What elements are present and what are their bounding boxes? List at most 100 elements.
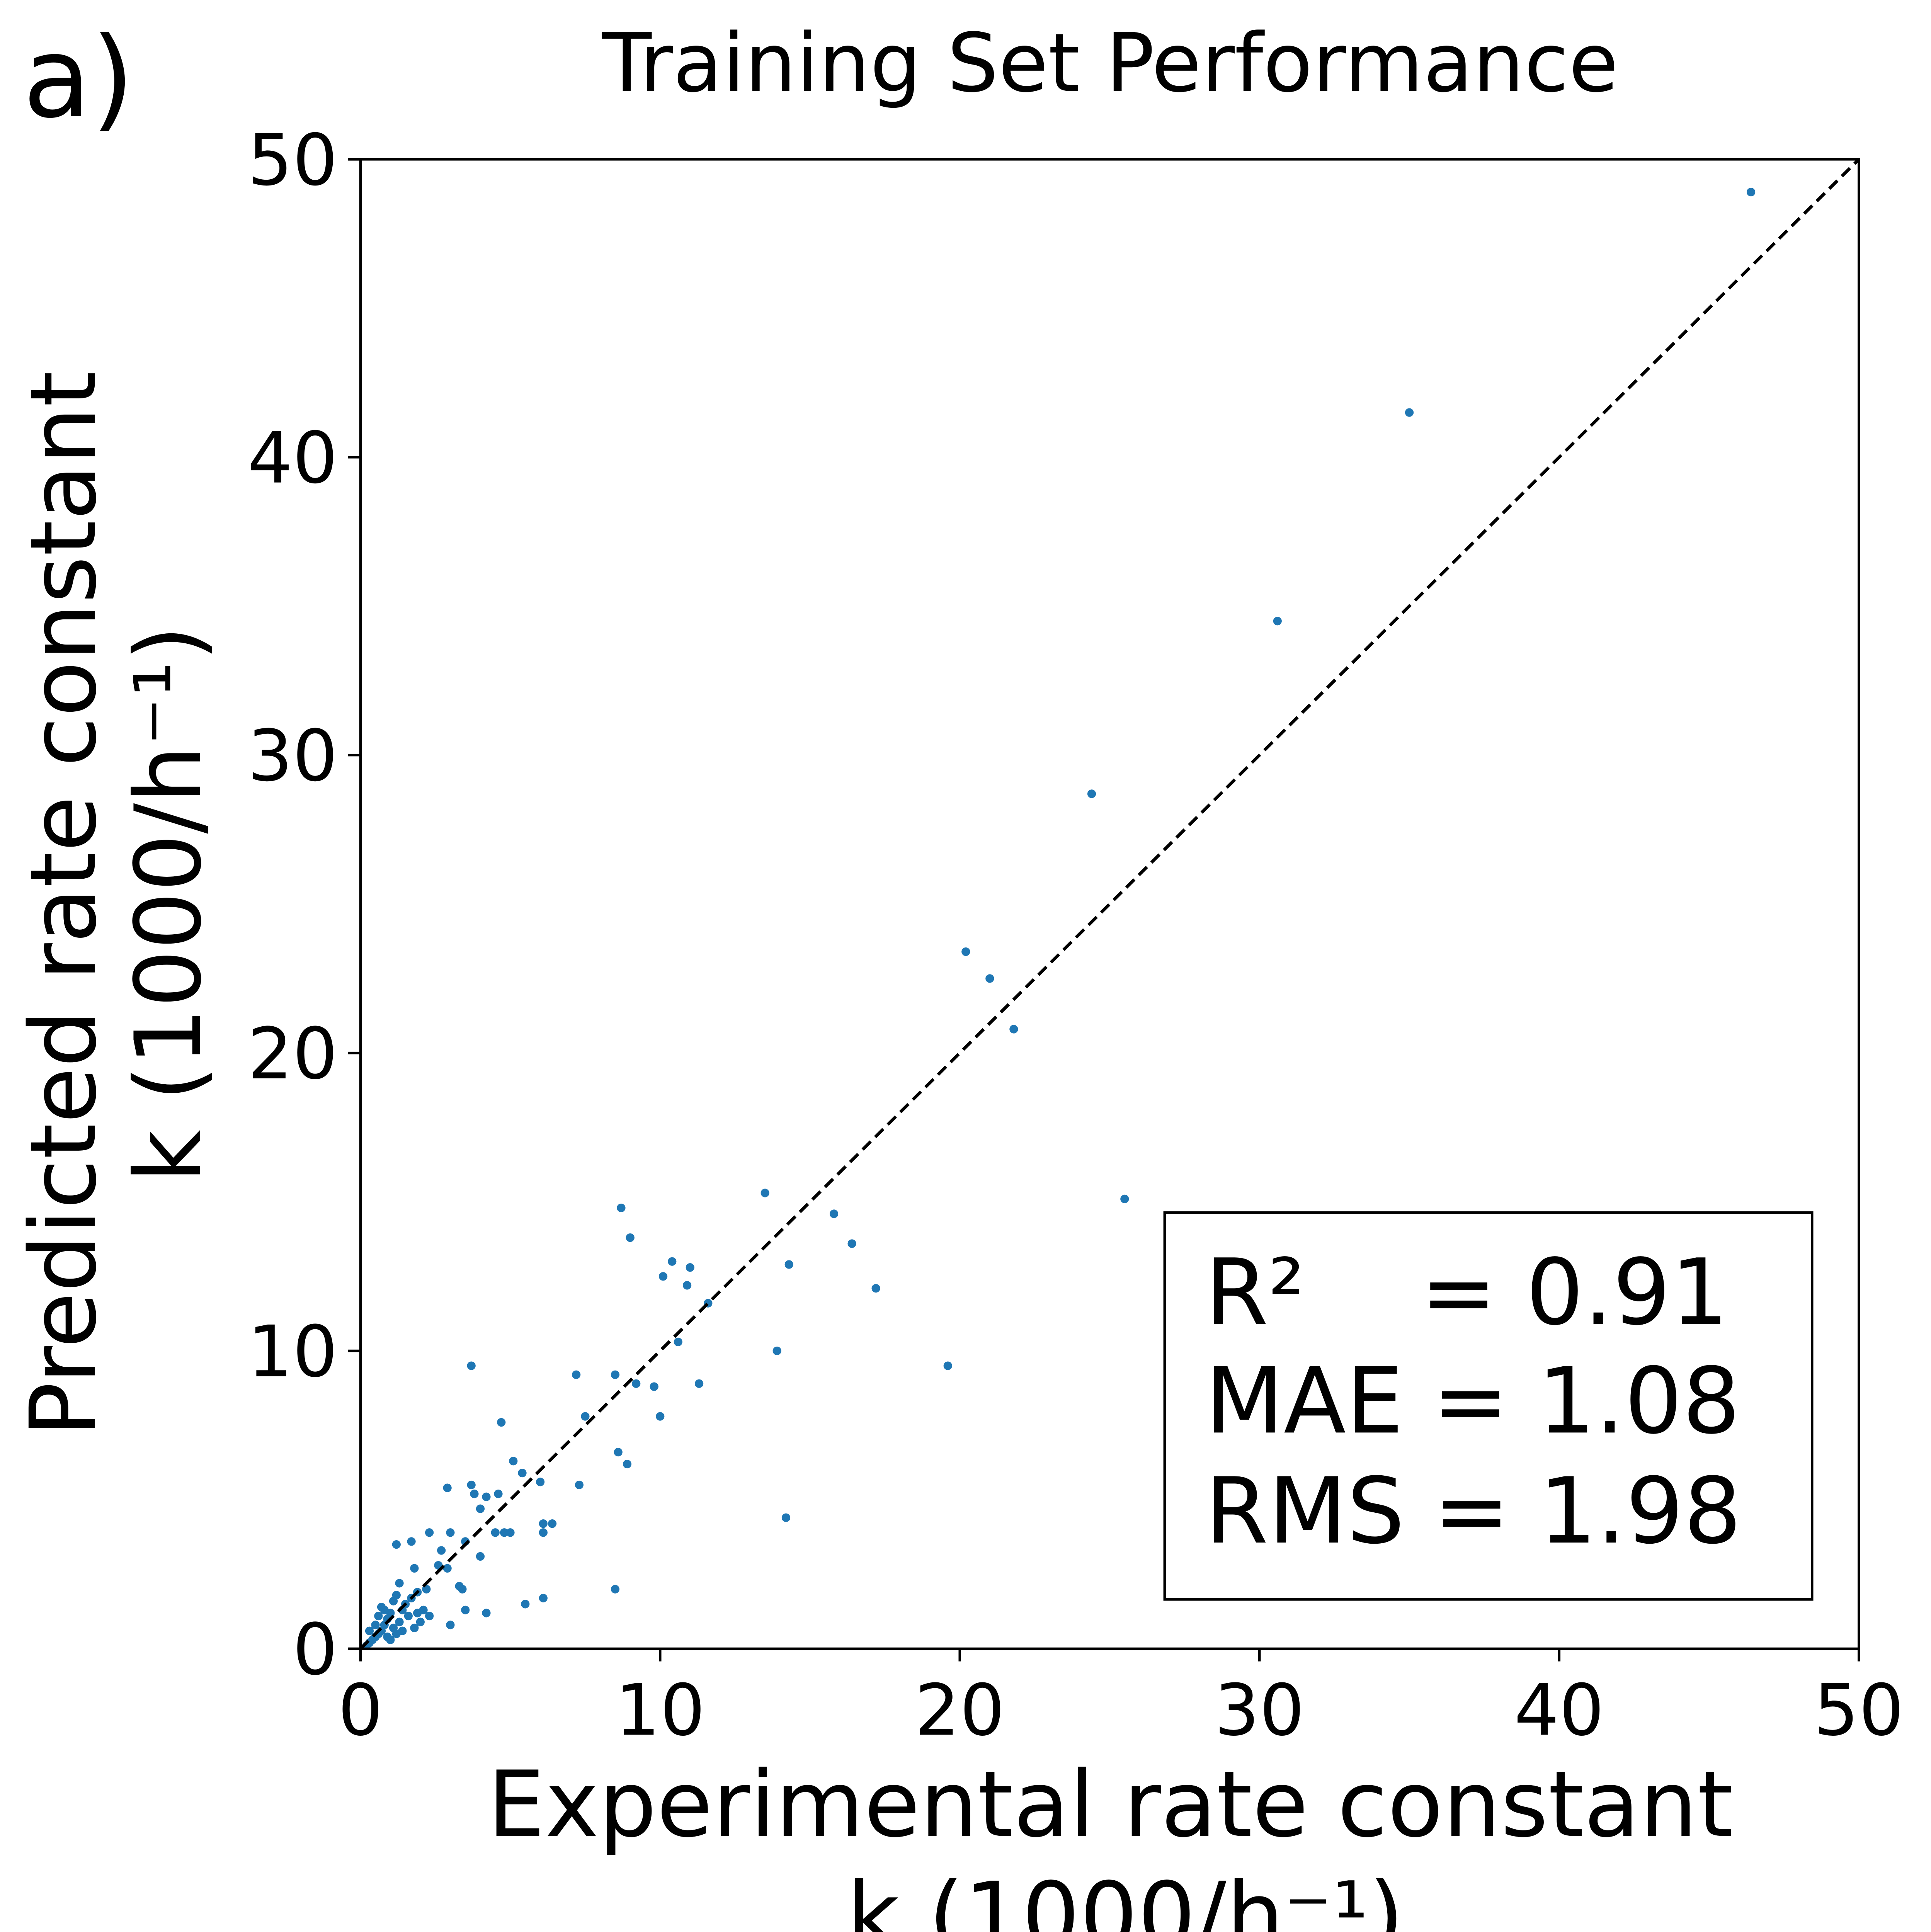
- point: [413, 1609, 422, 1617]
- point: [682, 1281, 692, 1290]
- point: [581, 1412, 590, 1421]
- point: [410, 1623, 419, 1633]
- point: [491, 1528, 500, 1537]
- point: [985, 974, 994, 983]
- point: [377, 1602, 386, 1612]
- point: [365, 1626, 374, 1635]
- point: [470, 1489, 479, 1498]
- identity-line: [359, 158, 1860, 1650]
- point: [575, 1480, 584, 1490]
- x-tick-label: 0: [338, 1669, 383, 1752]
- point: [1405, 408, 1414, 417]
- point: [536, 1478, 545, 1486]
- point: [443, 1564, 452, 1573]
- point: [658, 1272, 668, 1281]
- x-axis-label: k (1000/h⁻¹): [847, 1862, 1404, 1932]
- point: [1120, 1194, 1129, 1203]
- point: [371, 1621, 380, 1629]
- point: [404, 1612, 413, 1621]
- annotation: RMS = 1.98: [1205, 1458, 1742, 1564]
- point: [611, 1370, 620, 1379]
- point: [500, 1528, 509, 1537]
- point: [437, 1546, 446, 1555]
- point: [398, 1626, 407, 1635]
- x-axis-label: Experimental rate constant: [488, 1751, 1733, 1857]
- point: [497, 1418, 506, 1427]
- point: [1273, 617, 1282, 626]
- y-axis-label: Predicted rate constant: [10, 371, 117, 1437]
- x-tick-label: 50: [1814, 1669, 1904, 1752]
- point: [694, 1379, 704, 1388]
- point: [943, 1361, 952, 1370]
- point: [1009, 1025, 1018, 1034]
- point: [389, 1597, 398, 1605]
- point: [760, 1189, 769, 1197]
- point: [961, 947, 970, 956]
- point: [548, 1519, 557, 1528]
- point: [494, 1489, 503, 1498]
- y-tick-label: 20: [248, 1013, 338, 1095]
- x-tick-label: 40: [1514, 1669, 1604, 1752]
- point: [482, 1609, 491, 1617]
- plot-frame: [359, 158, 1860, 1650]
- y-tick-label: 50: [248, 119, 338, 202]
- point: [617, 1203, 626, 1213]
- point: [539, 1594, 548, 1603]
- chart-title: Training Set Performance: [602, 17, 1618, 111]
- point: [476, 1504, 485, 1513]
- point: [461, 1605, 470, 1614]
- point: [632, 1379, 641, 1388]
- x-tick-label: 30: [1215, 1669, 1305, 1752]
- point: [467, 1480, 476, 1490]
- point: [686, 1263, 694, 1272]
- point: [668, 1257, 677, 1266]
- panel-label: a): [23, 13, 134, 143]
- point: [539, 1528, 548, 1537]
- x-tick-label: 20: [915, 1669, 1005, 1752]
- point: [410, 1564, 419, 1573]
- point: [650, 1382, 658, 1391]
- point: [611, 1585, 620, 1594]
- point: [392, 1540, 401, 1549]
- point: [374, 1612, 383, 1621]
- point: [425, 1612, 434, 1621]
- point: [395, 1617, 404, 1626]
- point: [871, 1284, 880, 1293]
- y-tick-label: 30: [248, 715, 338, 798]
- point: [416, 1617, 425, 1626]
- point: [1747, 187, 1756, 197]
- point: [446, 1621, 455, 1629]
- point: [521, 1600, 530, 1609]
- y-tick-label: 40: [248, 417, 338, 500]
- point: [656, 1412, 665, 1421]
- y-tick-label: 10: [248, 1311, 338, 1393]
- point: [829, 1209, 839, 1218]
- point: [784, 1260, 793, 1269]
- annotation: MAE = 1.08: [1205, 1348, 1740, 1454]
- point: [847, 1239, 856, 1248]
- y-tick-label: 0: [293, 1609, 338, 1691]
- point: [772, 1346, 781, 1355]
- point: [386, 1635, 395, 1644]
- point: [518, 1468, 527, 1478]
- point: [509, 1457, 518, 1466]
- point: [1087, 789, 1096, 798]
- point: [626, 1233, 635, 1242]
- metrics-box: [1163, 1211, 1814, 1601]
- point: [407, 1537, 416, 1546]
- point: [395, 1579, 404, 1588]
- x-tick-label: 10: [615, 1669, 705, 1752]
- point: [425, 1528, 434, 1537]
- point: [476, 1552, 485, 1561]
- point: [506, 1528, 515, 1537]
- point: [623, 1459, 632, 1469]
- point: [446, 1528, 455, 1537]
- point: [539, 1519, 548, 1528]
- point: [572, 1370, 581, 1379]
- annotation: R² = 0.91: [1205, 1239, 1729, 1345]
- point: [443, 1483, 452, 1492]
- point: [458, 1585, 467, 1594]
